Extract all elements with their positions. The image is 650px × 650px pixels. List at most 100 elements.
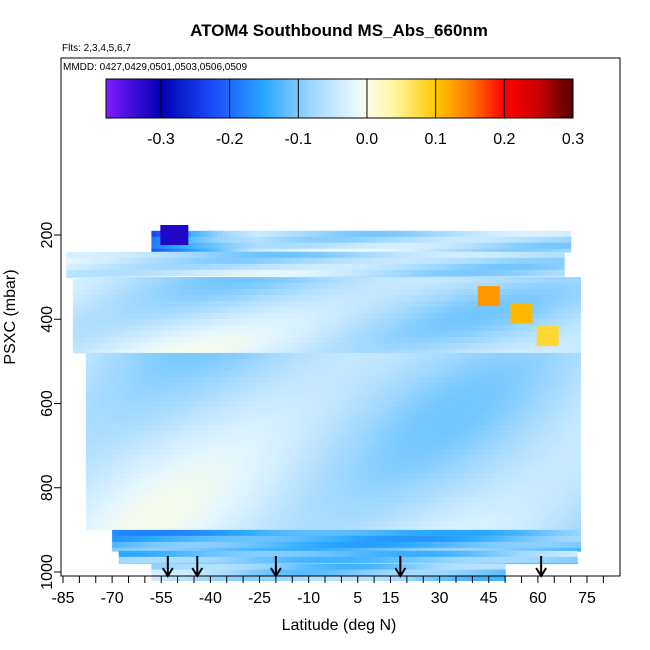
curtain-cell xyxy=(367,242,372,250)
curtain-cell xyxy=(94,424,100,432)
curtain-cell xyxy=(556,230,562,238)
curtain-cell xyxy=(182,283,188,290)
curtain-cell xyxy=(504,337,509,344)
curtain-cell xyxy=(196,325,201,332)
curtain-cell xyxy=(484,251,490,259)
curtain-cell xyxy=(327,454,333,462)
curtain-cell xyxy=(220,257,226,265)
curtain-cell xyxy=(116,283,122,290)
curtain-cell xyxy=(235,307,241,314)
curtain-cell xyxy=(508,412,514,420)
curtain-cell xyxy=(420,319,426,326)
curtain-cell xyxy=(433,370,439,378)
curtain-cell xyxy=(376,352,382,360)
curtain-cell xyxy=(130,307,135,314)
curtain-cell xyxy=(138,442,144,450)
curtain-cell xyxy=(385,370,391,378)
curtain-cell xyxy=(261,406,267,414)
curtain-cell xyxy=(309,230,315,238)
curtain-cell xyxy=(229,257,235,265)
curtain-cell xyxy=(411,283,417,290)
curtain-cell xyxy=(152,325,157,332)
curtain-cell xyxy=(121,295,127,302)
curtain-cell xyxy=(156,484,162,492)
curtain-cell xyxy=(270,313,276,320)
curtain-cell xyxy=(358,370,364,378)
curtain-cell xyxy=(226,331,232,338)
curtain-cell xyxy=(257,301,263,308)
curtain-cell xyxy=(534,376,540,384)
curtain-cell xyxy=(187,352,193,360)
curtain-cell xyxy=(240,295,245,302)
curtain-cell xyxy=(532,263,538,271)
curtain-cell xyxy=(147,283,153,290)
curtain-cell xyxy=(279,436,285,444)
curtain-cell xyxy=(182,343,188,350)
curtain-cell xyxy=(455,277,461,284)
curtain-cell xyxy=(257,436,263,444)
curtain-cell xyxy=(481,424,487,432)
curtain-cell xyxy=(371,418,377,426)
curtain-cell xyxy=(499,388,505,396)
curtain-cell xyxy=(327,370,333,378)
curtain-cell xyxy=(226,307,232,314)
curtain-cell xyxy=(208,248,214,253)
curtain-cell xyxy=(340,242,346,250)
curtain-cell xyxy=(125,325,131,332)
curtain-cell xyxy=(343,251,349,259)
curtain-cell xyxy=(332,448,338,456)
curtain-cell xyxy=(506,275,512,278)
curtain-cell xyxy=(530,454,536,462)
curtain-cell xyxy=(495,418,501,426)
curtain-cell xyxy=(244,277,250,284)
curtain-cell xyxy=(138,277,144,284)
curtain-cell xyxy=(261,484,267,492)
curtain-cell xyxy=(248,484,254,492)
curtain-cell xyxy=(284,325,289,332)
curtain-cell xyxy=(266,376,272,384)
curtain-cell xyxy=(541,263,547,271)
curtain-cell xyxy=(345,283,351,290)
curtain-cell xyxy=(138,364,144,372)
curtain-cell xyxy=(446,352,452,360)
curtain-cell xyxy=(266,283,272,290)
curtain-cell xyxy=(233,275,239,278)
curtain-cell xyxy=(297,478,303,486)
curtain-cell xyxy=(292,406,298,414)
curtain-cell xyxy=(570,349,575,354)
curtain-cell xyxy=(218,313,223,320)
curtain-cell xyxy=(138,472,144,480)
curtain-cell xyxy=(517,277,523,284)
curtain-cell xyxy=(209,307,215,314)
curtain-cell xyxy=(441,236,447,244)
curtain-cell xyxy=(330,275,336,278)
curtain-cell xyxy=(262,301,267,308)
curtain-cell xyxy=(464,478,470,486)
curtain-cell xyxy=(252,248,258,253)
curtain-cell xyxy=(292,319,298,326)
curtain-cell xyxy=(178,289,184,296)
curtain-cell xyxy=(259,263,265,271)
curtain-cell xyxy=(376,472,382,480)
curtain-cell xyxy=(438,307,443,314)
curtain-cell xyxy=(459,442,465,450)
curtain-cell xyxy=(521,283,527,290)
curtain-cell xyxy=(574,331,580,338)
curtain-cell xyxy=(402,337,408,344)
curtain-cell xyxy=(407,358,413,366)
curtain-cell xyxy=(158,263,164,271)
curtain-cell xyxy=(173,388,179,396)
curtain-cell xyxy=(248,364,254,372)
curtain-cell xyxy=(411,230,416,238)
curtain-cell xyxy=(204,436,210,444)
curtain-cell xyxy=(569,400,575,408)
curtain-cell xyxy=(528,275,534,278)
curtain-cell xyxy=(265,236,271,244)
curtain-cell xyxy=(275,484,281,492)
curtain-cell xyxy=(306,301,311,308)
curtain-cell xyxy=(460,325,465,332)
curtain-cell xyxy=(380,454,386,462)
curtain-cell xyxy=(446,230,452,238)
curtain-cell xyxy=(147,424,153,432)
curtain-cell xyxy=(363,472,369,480)
